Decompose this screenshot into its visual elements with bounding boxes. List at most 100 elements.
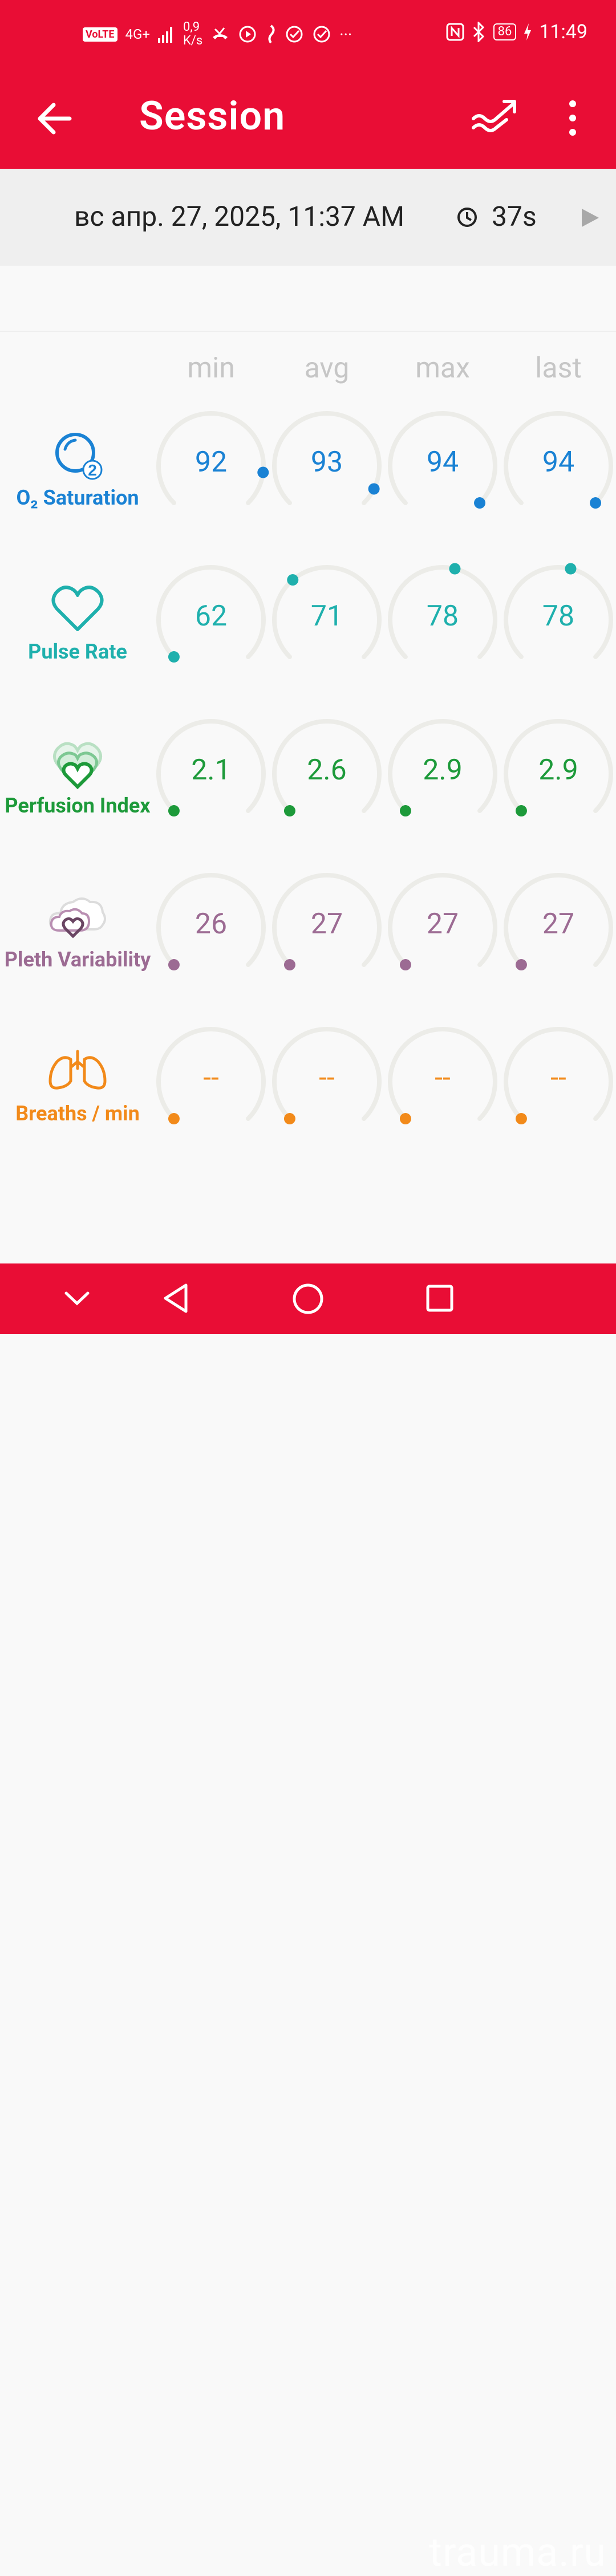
gauge-min-2	[156, 719, 266, 817]
back-nav-icon[interactable]	[162, 1283, 191, 1314]
status-bar: VoLTE 4G+ 0,9 K/s ···	[0, 0, 616, 73]
gauge-max-4	[388, 1027, 497, 1125]
gauge-value-max: 27	[426, 908, 459, 941]
gauge-track	[504, 719, 613, 814]
gauge-track	[272, 719, 382, 814]
gauge-value-last: 27	[542, 908, 575, 941]
gauge-value-min: 62	[194, 600, 228, 633]
gauge-value-avg: 2.6	[307, 754, 347, 787]
gauge-indicator-dot	[257, 466, 269, 478]
gauge-indicator-dot	[399, 959, 411, 971]
gauge-indicator-dot	[474, 497, 486, 509]
metric-label-pulse-rate: Pulse Rate	[28, 640, 127, 664]
gauge-value-last: 2.9	[538, 754, 578, 787]
status-bar-left: VoLTE 4G+ 0,9 K/s ···	[83, 21, 352, 48]
gauge-value-min: --	[203, 1062, 219, 1095]
gauge-indicator-dot	[168, 959, 180, 971]
column-header-max: max	[415, 352, 470, 385]
gauge-avg-0	[272, 411, 382, 506]
gauge-track	[388, 719, 497, 814]
gauge-last-0	[504, 411, 613, 509]
watermark: trauma.ru	[429, 2529, 607, 2576]
gauge-track	[156, 1027, 266, 1122]
heart-icon	[51, 586, 104, 631]
overflow-menu-icon[interactable]	[565, 98, 581, 138]
page-title: Session	[139, 93, 286, 140]
gauge-max-3	[388, 873, 497, 971]
network-type: 4G+	[125, 26, 150, 42]
gauge-value-avg: 93	[310, 446, 343, 479]
navigation-bar: trauma.ru	[0, 1263, 616, 2576]
more-notifications-icon: ···	[339, 25, 352, 44]
gauge-avg-4	[272, 1027, 382, 1125]
status-time: 11:49	[539, 21, 587, 43]
play-circle-icon	[239, 26, 256, 43]
gauge-value-avg: 27	[310, 908, 343, 941]
trend-chart-icon[interactable]	[471, 96, 517, 136]
gauge-last-2	[504, 719, 613, 817]
gauge-track	[504, 411, 613, 506]
missed-call-icon	[213, 27, 228, 39]
gauge-min-3	[156, 873, 266, 971]
gauge-indicator-dot	[168, 805, 180, 817]
gauge-indicator-dot	[565, 563, 577, 575]
svg-text:2: 2	[88, 461, 97, 479]
check-circle-icon	[313, 26, 330, 43]
gauge-max-0	[388, 411, 497, 509]
gauge-min-1	[156, 565, 266, 663]
gauge-indicator-dot	[515, 1113, 527, 1125]
gauge-track	[156, 873, 266, 968]
gauge-track	[504, 1027, 613, 1122]
bluetooth-icon	[473, 22, 484, 42]
gauge-last-3	[504, 873, 613, 971]
network-speed-value: 0,9	[183, 20, 200, 34]
gauge-avg-3	[272, 873, 382, 971]
gauge-min-0	[156, 411, 269, 506]
clock-icon	[457, 208, 477, 227]
gauge-track	[388, 873, 497, 968]
network-speed: 0,9 K/s	[183, 21, 202, 48]
gauge-indicator-dot	[168, 1113, 180, 1125]
nfc-icon	[446, 23, 464, 41]
column-header-last: last	[535, 352, 582, 385]
home-nav-icon[interactable]	[292, 1283, 324, 1315]
recents-nav-icon[interactable]	[425, 1284, 454, 1313]
gauge-indicator-dot	[168, 651, 180, 663]
back-arrow-icon[interactable]	[34, 98, 75, 139]
gauge-value-min: 26	[194, 908, 228, 941]
check-circle-icon	[286, 26, 303, 43]
gauge-indicator-dot	[449, 563, 461, 575]
gauge-indicator-dot	[283, 959, 295, 971]
metric-label-breaths-per-min: Breaths / min	[15, 1102, 140, 1126]
session-duration: 37s	[492, 200, 537, 233]
layered-hearts-icon	[53, 742, 102, 790]
session-date: вс апр. 27, 2025, 11:37 AM	[74, 200, 405, 233]
signal-icon	[158, 27, 172, 43]
gauge-track	[388, 565, 497, 660]
gauge-track	[156, 719, 266, 814]
gauge-value-last: --	[550, 1062, 566, 1095]
gauge-value-avg: 71	[310, 600, 343, 633]
volte-indicator: VoLTE	[83, 27, 117, 42]
session-header: вс апр. 27, 2025, 11:37 AM 37s	[0, 169, 616, 266]
gauge-value-max: 94	[426, 446, 459, 479]
gauge-track	[388, 1027, 497, 1122]
chevron-down-icon[interactable]	[64, 1290, 90, 1307]
metric-label-pleth-variability: Pleth Variability	[4, 948, 151, 972]
gauge-track	[504, 565, 613, 660]
gauge-indicator-dot	[399, 805, 411, 817]
gauge-value-min: 92	[194, 446, 228, 479]
notification-icon	[268, 25, 275, 44]
gauge-value-max: --	[435, 1062, 451, 1095]
gauge-last-4	[504, 1027, 613, 1125]
play-icon[interactable]	[578, 206, 601, 229]
column-header-avg: avg	[304, 352, 350, 385]
gauge-indicator-dot	[283, 805, 295, 817]
metric-label-perfusion-index: Perfusion Index	[5, 794, 151, 818]
gauge-track	[504, 873, 613, 968]
gauge-max-1	[388, 563, 497, 660]
gauge-value-avg: --	[319, 1062, 335, 1095]
gauge-avg-1	[272, 565, 382, 660]
gauge-indicator-dot	[287, 574, 299, 586]
gauge-value-max: 78	[426, 600, 459, 633]
